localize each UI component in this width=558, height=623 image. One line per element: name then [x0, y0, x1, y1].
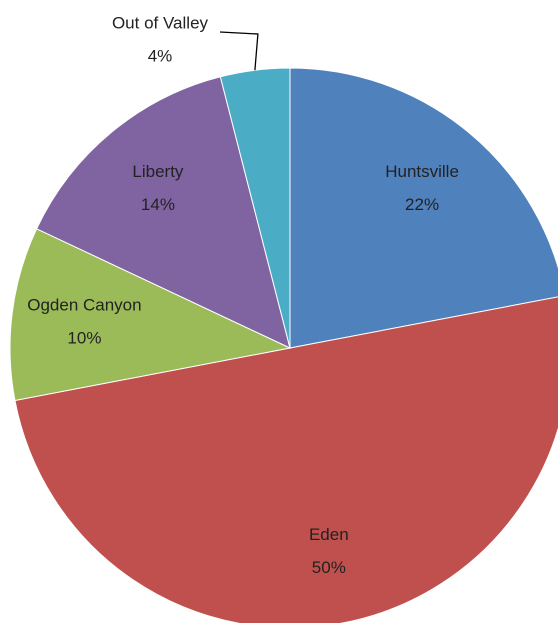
slice-value-label: 22%	[405, 195, 439, 214]
slice-label: Ogden Canyon	[27, 296, 141, 315]
slice-label: Out of Valley	[112, 13, 209, 32]
slice-label: Huntsville	[385, 162, 459, 181]
slice-value-label: 10%	[67, 329, 101, 348]
slice-value-label: 4%	[148, 46, 173, 65]
slice-label: Liberty	[132, 162, 184, 181]
leader-line	[219, 31, 259, 71]
pie-slice	[289, 67, 558, 349]
slice-label: Eden	[309, 525, 349, 544]
slice-value-label: 50%	[312, 558, 346, 577]
pie-slice	[9, 228, 292, 402]
slice-value-label: 14%	[141, 195, 175, 214]
pie-slice	[35, 76, 291, 349]
